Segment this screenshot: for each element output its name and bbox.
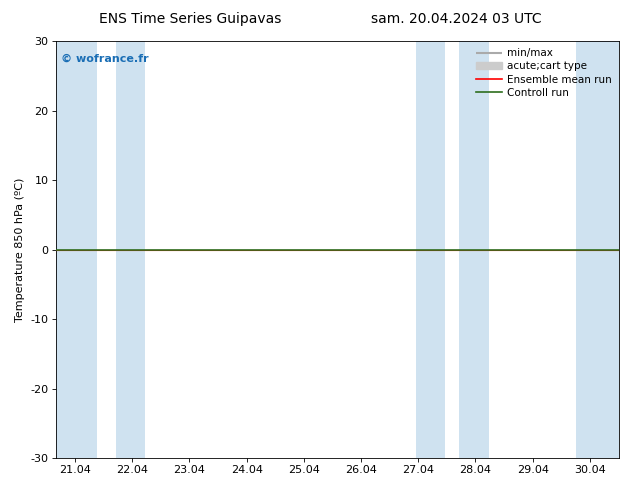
Text: © wofrance.fr: © wofrance.fr (61, 53, 149, 64)
Bar (459, 41, 489, 458)
Bar (416, 41, 444, 458)
Bar (576, 41, 619, 458)
Bar (115, 41, 145, 458)
Bar (56, 41, 97, 458)
Y-axis label: Temperature 850 hPa (ºC): Temperature 850 hPa (ºC) (15, 177, 25, 322)
Legend: min/max, acute;cart type, Ensemble mean run, Controll run: min/max, acute;cart type, Ensemble mean … (472, 44, 616, 102)
Text: ENS Time Series Guipavas: ENS Time Series Guipavas (99, 12, 281, 26)
Text: sam. 20.04.2024 03 UTC: sam. 20.04.2024 03 UTC (371, 12, 542, 26)
